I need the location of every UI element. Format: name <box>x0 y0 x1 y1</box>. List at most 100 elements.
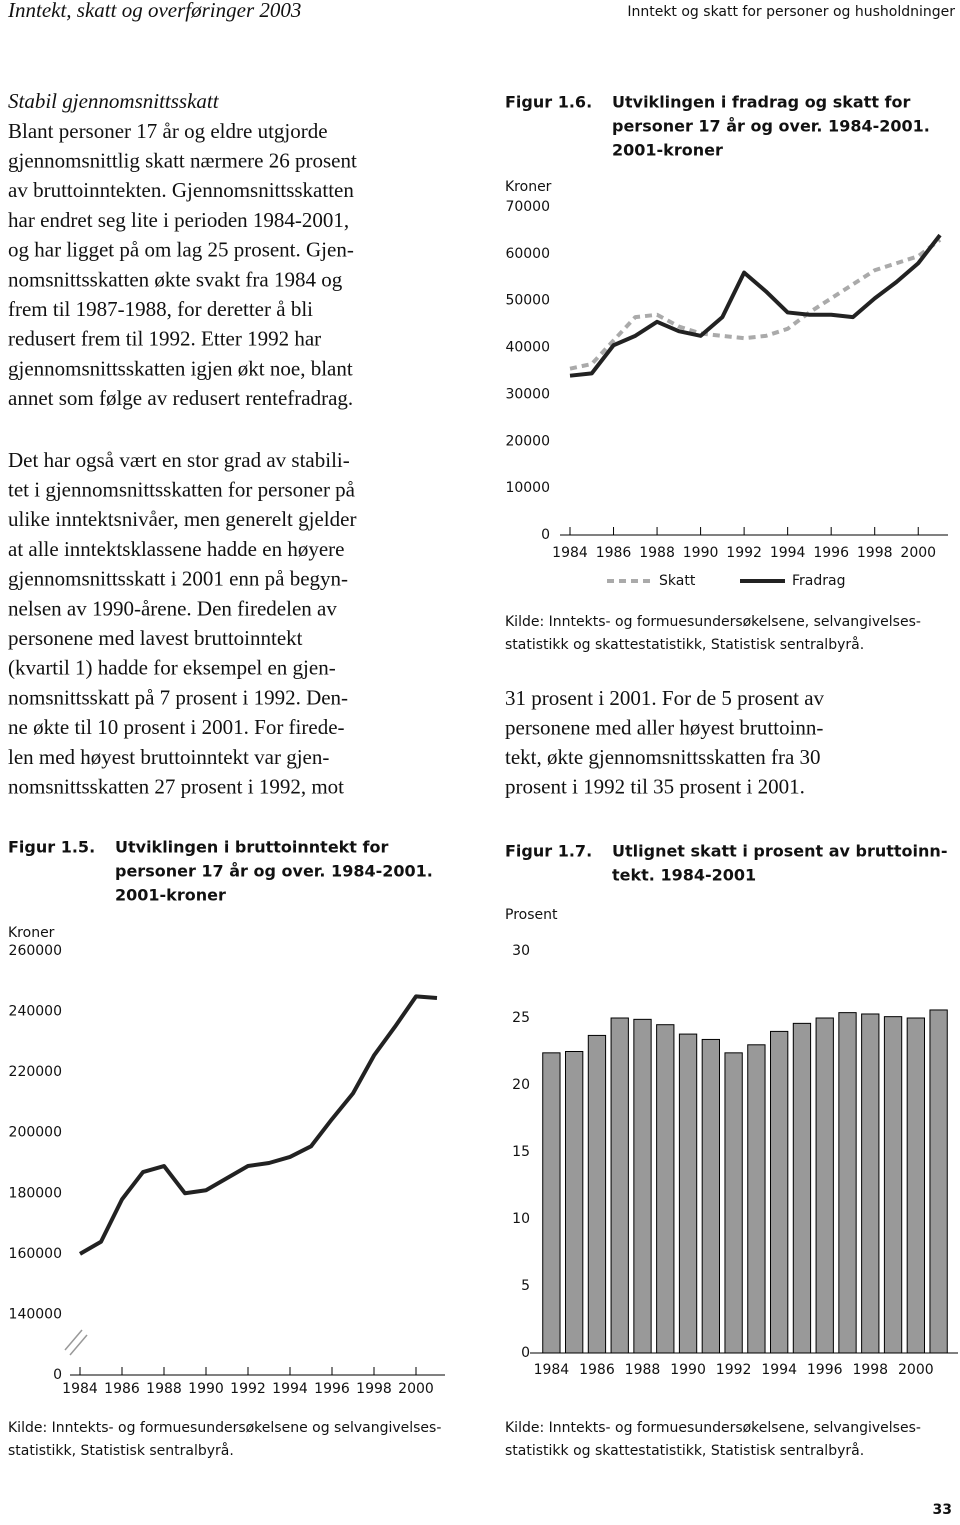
y-tick-label: 5 <box>521 1278 530 1294</box>
paragraph-line: gjennomsnittlig skatt nærmere 26 prosent <box>8 149 357 173</box>
x-tick-label: 1996 <box>807 1362 843 1378</box>
y-axis-label: Kroner <box>8 925 55 941</box>
y-tick-label: 0 <box>541 527 550 543</box>
bar <box>861 1013 880 1354</box>
axis-break <box>69 1334 88 1356</box>
paragraph-line: gjennomsnittsskatt i 2001 enn på begyn- <box>8 567 348 591</box>
bar <box>815 1017 834 1354</box>
bar <box>724 1052 743 1354</box>
paragraph-line: av bruttoinntekten. Gjennomsnittsskatten <box>8 178 354 202</box>
bar <box>610 1017 629 1354</box>
x-tick-label: 1984 <box>534 1362 570 1378</box>
bar <box>678 1033 698 1354</box>
bar <box>587 1034 607 1354</box>
paragraph-line: len med høyest bruttoinntekt var gjen- <box>8 745 329 769</box>
chart-title: Utviklingen i fradrag og skatt for <box>612 93 910 112</box>
figure-label: Figur 1.7. <box>505 842 592 861</box>
bar <box>747 1044 766 1354</box>
legend-label: Fradrag <box>792 573 845 589</box>
x-tick-label: 1988 <box>146 1381 182 1397</box>
y-tick-label: 20 <box>512 1077 530 1093</box>
x-tick-label: 1998 <box>852 1362 888 1378</box>
source-note: statistikk og skattestatistikk, Statisti… <box>505 636 864 653</box>
paragraph-line: frem til 1987-1988, for deretter å bli <box>8 297 313 321</box>
section-title: Stabil gjennomsnittsskatt <box>8 89 220 113</box>
x-tick-label: 1988 <box>625 1362 661 1378</box>
x-tick-label: 1990 <box>683 545 719 561</box>
bar <box>838 1012 857 1354</box>
y-tick-label: 10 <box>512 1211 530 1227</box>
x-tick-label: 1996 <box>314 1381 350 1397</box>
chart-title: Utlignet skatt i prosent av bruttoinn- <box>612 842 947 861</box>
y-tick-label: 200000 <box>9 1125 62 1141</box>
chart-title: 2001-kroner <box>115 886 226 905</box>
x-tick-label: 1998 <box>356 1381 392 1397</box>
source-note: statistikk, Statistisk sentralbyrå. <box>8 1442 234 1459</box>
axis-break <box>64 1329 83 1351</box>
page-number: 33 <box>933 1502 952 1518</box>
x-tick-label: 1996 <box>813 545 849 561</box>
paragraph-line: gjennomsnittsskatten igjen økt noe, blan… <box>8 356 353 380</box>
chart-title: 2001-kroner <box>612 141 723 160</box>
chart-title: tekt. 1984-2001 <box>612 866 756 885</box>
x-tick-label: 1986 <box>579 1362 615 1378</box>
x-tick-label: 1994 <box>761 1362 797 1378</box>
y-tick-label: 25 <box>512 1010 530 1026</box>
x-tick-label: 1994 <box>770 545 806 561</box>
y-axis-label: Kroner <box>505 179 552 195</box>
bar <box>906 1017 925 1354</box>
paragraph-line: nomsnittsskatten økte svakt fra 1984 og <box>8 267 343 291</box>
paragraph-line: (kvartil 1) hadde for eksempel en gjen- <box>8 656 336 680</box>
paragraph-line: personene med aller høyest bruttoinn- <box>505 715 823 739</box>
y-tick-label: 140000 <box>9 1306 62 1322</box>
x-tick-label: 1984 <box>62 1381 98 1397</box>
header-right: Inntekt og skatt for personer og hushold… <box>627 4 955 20</box>
legend-label: Skatt <box>659 573 696 589</box>
paragraph-line: personene med lavest bruttoinntekt <box>8 626 303 650</box>
bar <box>656 1024 675 1354</box>
paragraph-line: 31 prosent i 2001. For de 5 prosent av <box>505 686 825 710</box>
x-tick-label: 2000 <box>898 1362 934 1378</box>
x-tick-label: 1992 <box>230 1381 266 1397</box>
figure-label: Figur 1.5. <box>8 838 95 857</box>
x-tick-label: 1990 <box>188 1381 224 1397</box>
y-tick-label: 180000 <box>9 1185 62 1201</box>
source-note: statistikk og skattestatistikk, Statisti… <box>505 1442 864 1459</box>
series-line <box>569 233 942 378</box>
header-left: Inntekt, skatt og overføringer 2003 <box>7 0 301 22</box>
source-note: Kilde: Inntekts- og formuesundersøkelsen… <box>505 614 921 630</box>
paragraph-line: at alle inntektsklassene hadde en høyere <box>8 537 344 561</box>
x-tick-label: 1986 <box>104 1381 140 1397</box>
chart-title: personer 17 år og over. 1984-2001. <box>115 862 433 881</box>
y-tick-label: 30000 <box>505 386 550 402</box>
paragraph-line: ne økte til 10 prosent i 2001. For fired… <box>8 715 345 739</box>
x-tick-label: 1992 <box>716 1362 752 1378</box>
y-tick-label: 220000 <box>9 1064 62 1080</box>
paragraph-line: prosent i 1992 til 35 prosent i 2001. <box>505 774 805 798</box>
y-tick-label: 50000 <box>505 293 550 309</box>
x-tick-label: 1994 <box>272 1381 308 1397</box>
bar <box>701 1038 720 1354</box>
bar <box>633 1018 652 1354</box>
paragraph-line: nomsnittsskatt på 7 prosent i 1992. Den- <box>8 685 348 709</box>
series-line <box>569 238 942 371</box>
paragraph-line: tekt, økte gjennomsnittsskatten fra 30 <box>505 745 821 769</box>
paragraph-line: annet som følge av redusert rentefradrag… <box>8 386 353 410</box>
y-tick-label: 70000 <box>505 199 550 215</box>
chart-title: personer 17 år og over. 1984-2001. <box>612 117 930 136</box>
y-tick-label: 15 <box>512 1144 530 1160</box>
chart-title: Utviklingen i bruttoinntekt for <box>115 838 388 857</box>
bar <box>565 1051 584 1354</box>
y-tick-label: 240000 <box>9 1004 62 1020</box>
paragraph-line: Det har også vært en stor grad av stabil… <box>8 448 350 472</box>
y-tick-label: 30 <box>512 943 530 959</box>
bar <box>770 1030 789 1354</box>
bar <box>883 1016 903 1354</box>
source-note: Kilde: Inntekts- og formuesundersøkelsen… <box>8 1420 441 1436</box>
x-tick-label: 2000 <box>398 1381 434 1397</box>
x-tick-label: 1988 <box>639 545 675 561</box>
x-tick-label: 1998 <box>857 545 893 561</box>
y-axis-label: Prosent <box>505 907 558 923</box>
paragraph-line: Blant personer 17 år og eldre utgjorde <box>8 119 328 143</box>
